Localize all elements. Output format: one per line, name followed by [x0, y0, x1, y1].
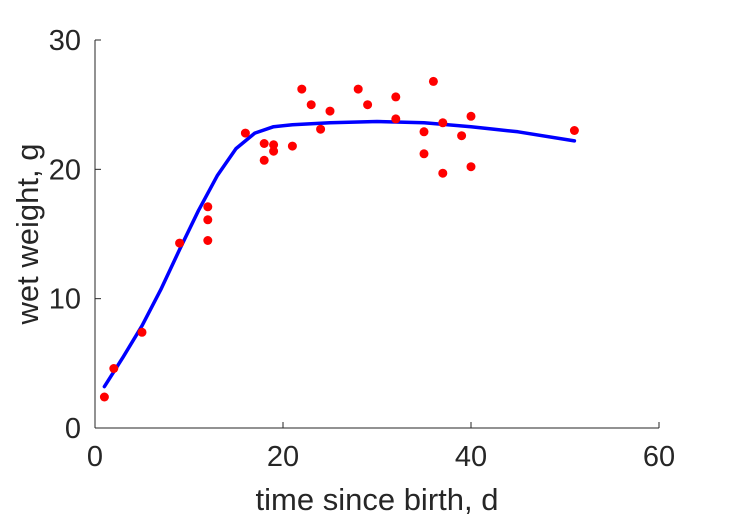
data-point [391, 114, 401, 124]
data-point [240, 128, 250, 138]
data-point [287, 141, 297, 151]
x-axis-label: time since birth, d [256, 482, 499, 517]
fit-curve-line [102, 119, 577, 389]
ticks [94, 39, 660, 429]
data-point [137, 327, 147, 337]
tick-labels: 0 20 40 60 0 10 20 30 [49, 25, 675, 473]
x-tick-label: 0 [87, 441, 103, 473]
data-point [175, 238, 185, 248]
data-point [259, 139, 269, 148]
data-point [306, 100, 316, 110]
data-point [203, 236, 213, 245]
y-tick-label: 0 [65, 413, 81, 445]
x-tick-label: 60 [643, 441, 675, 473]
axes [94, 40, 659, 429]
data-point [353, 84, 363, 94]
data-point [269, 146, 279, 156]
plot-area [99, 76, 579, 402]
data-point [457, 131, 467, 141]
data-point [569, 126, 579, 135]
data-point [438, 118, 448, 128]
data-point [438, 168, 448, 178]
x-tick-label: 20 [267, 441, 299, 473]
x-tick-label: 40 [455, 441, 487, 473]
data-point [466, 162, 476, 172]
data-point [203, 215, 213, 225]
data-point [419, 149, 429, 159]
data-point [316, 124, 326, 134]
y-tick-label: 20 [49, 154, 81, 186]
data-point [419, 127, 429, 137]
data-point [269, 140, 279, 150]
data-point [428, 76, 438, 86]
y-tick-label: 10 [49, 284, 81, 316]
data-point [109, 364, 119, 373]
data-point [391, 92, 401, 102]
data-point [259, 155, 269, 165]
data-point [325, 106, 335, 116]
data-point [297, 84, 307, 94]
data-point [363, 100, 373, 110]
data-point [203, 202, 213, 212]
y-axis-label: wet weight, g [10, 144, 45, 326]
y-tick-label: 30 [49, 25, 81, 57]
data-point [466, 111, 476, 121]
data-point [99, 392, 109, 402]
